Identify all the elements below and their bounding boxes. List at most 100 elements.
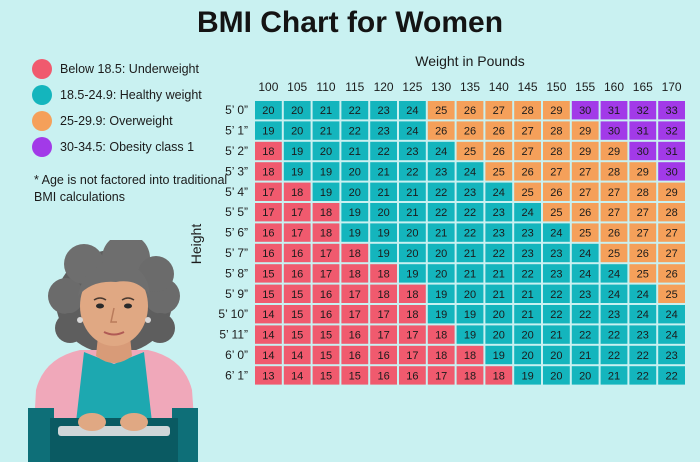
bmi-value-label: 23 bbox=[435, 166, 447, 178]
bmi-cell bbox=[283, 182, 311, 201]
bmi-value-label: 20 bbox=[291, 105, 303, 117]
bmi-cell bbox=[312, 203, 340, 222]
bmi-value-label: 30 bbox=[637, 146, 649, 158]
bmi-value-label: 28 bbox=[665, 207, 677, 219]
bmi-cell bbox=[658, 284, 685, 303]
bmi-value-label: 19 bbox=[493, 350, 505, 362]
bmi-value-label: 25 bbox=[464, 146, 476, 158]
bmi-cell bbox=[629, 243, 657, 263]
bmi-value-label: 15 bbox=[291, 289, 303, 301]
bmi-value-label: 17 bbox=[291, 207, 303, 219]
x-tick-label: 150 bbox=[546, 80, 566, 94]
bmi-value-label: 15 bbox=[320, 370, 332, 382]
bmi-value-label: 16 bbox=[406, 370, 418, 382]
bmi-cell bbox=[629, 101, 657, 120]
bmi-value-label: 23 bbox=[608, 309, 620, 321]
bmi-value-label: 26 bbox=[579, 207, 591, 219]
bmi-cell bbox=[658, 223, 685, 242]
bmi-value-label: 19 bbox=[349, 228, 361, 240]
bmi-value-label: 31 bbox=[608, 105, 620, 117]
bmi-cell bbox=[514, 243, 541, 263]
bmi-value-label: 18 bbox=[349, 248, 361, 260]
bmi-value-label: 25 bbox=[521, 187, 533, 199]
bmi-cell bbox=[370, 162, 397, 181]
bmi-cell bbox=[485, 162, 513, 181]
bmi-cell bbox=[514, 284, 541, 303]
bmi-value-label: 25 bbox=[550, 207, 562, 219]
bmi-cell bbox=[456, 182, 484, 201]
bmi-cell bbox=[456, 162, 484, 181]
bmi-cell bbox=[658, 345, 685, 365]
bmi-cell bbox=[399, 162, 426, 181]
y-tick-label: 5’ 6” bbox=[225, 226, 248, 240]
bmi-value-label: 21 bbox=[435, 228, 447, 240]
bmi-cell bbox=[543, 162, 570, 181]
bmi-cell bbox=[427, 325, 455, 344]
bmi-value-label: 23 bbox=[521, 248, 533, 260]
bmi-cell bbox=[399, 305, 426, 324]
bmi-value-label: 20 bbox=[550, 370, 562, 382]
bmi-value-label: 16 bbox=[291, 248, 303, 260]
bmi-cell bbox=[658, 305, 685, 324]
bmi-value-label: 21 bbox=[521, 289, 533, 301]
bmi-value-label: 28 bbox=[521, 105, 533, 117]
bmi-value-label: 22 bbox=[665, 370, 677, 382]
bmi-value-label: 20 bbox=[521, 330, 533, 342]
bmi-value-label: 25 bbox=[435, 105, 447, 117]
bmi-cell bbox=[543, 264, 570, 283]
bmi-cell bbox=[283, 264, 311, 283]
bmi-value-label: 16 bbox=[291, 268, 303, 280]
bmi-cell bbox=[370, 305, 397, 324]
bmi-value-label: 26 bbox=[665, 268, 677, 280]
bmi-value-label: 18 bbox=[349, 268, 361, 280]
bmi-value-label: 19 bbox=[464, 309, 476, 321]
bmi-cell bbox=[370, 121, 397, 140]
x-tick-label: 145 bbox=[518, 80, 538, 94]
bmi-value-label: 21 bbox=[320, 105, 332, 117]
bmi-cell bbox=[399, 182, 426, 201]
bmi-cell bbox=[543, 182, 570, 201]
bmi-value-label: 23 bbox=[579, 289, 591, 301]
bmi-cell bbox=[283, 101, 311, 120]
x-tick-label: 125 bbox=[402, 80, 422, 94]
bmi-value-label: 22 bbox=[579, 309, 591, 321]
bmi-cell bbox=[341, 243, 369, 263]
bmi-value-label: 14 bbox=[262, 330, 274, 342]
bmi-cell bbox=[571, 345, 599, 365]
bmi-value-label: 18 bbox=[320, 207, 332, 219]
bmi-value-label: 21 bbox=[406, 207, 418, 219]
bmi-value-label: 23 bbox=[464, 187, 476, 199]
bmi-value-label: 21 bbox=[406, 187, 418, 199]
x-tick-label: 160 bbox=[604, 80, 624, 94]
bmi-value-label: 17 bbox=[349, 309, 361, 321]
bmi-cell bbox=[629, 182, 657, 201]
bmi-cell bbox=[312, 284, 340, 303]
bmi-cell bbox=[571, 366, 599, 385]
bmi-value-label: 22 bbox=[637, 370, 649, 382]
bmi-cell bbox=[629, 264, 657, 283]
bmi-cell bbox=[341, 325, 369, 344]
bmi-value-label: 22 bbox=[349, 126, 361, 138]
bmi-value-label: 33 bbox=[665, 105, 677, 117]
bmi-value-label: 24 bbox=[608, 289, 620, 301]
bmi-value-label: 29 bbox=[665, 187, 677, 199]
bmi-cell bbox=[600, 366, 628, 385]
bmi-cell bbox=[658, 366, 685, 385]
bmi-value-label: 16 bbox=[349, 330, 361, 342]
bmi-cell bbox=[571, 182, 599, 201]
bmi-cell bbox=[312, 101, 340, 120]
bmi-value-label: 32 bbox=[637, 105, 649, 117]
bmi-value-label: 17 bbox=[435, 370, 447, 382]
bmi-cell bbox=[341, 182, 369, 201]
bmi-value-label: 23 bbox=[665, 350, 677, 362]
bmi-value-label: 18 bbox=[464, 350, 476, 362]
x-tick-label: 105 bbox=[287, 80, 307, 94]
bmi-cell bbox=[543, 121, 570, 140]
bmi-value-label: 24 bbox=[579, 268, 591, 280]
legend-dot-obesity bbox=[32, 137, 52, 157]
bmi-cell bbox=[600, 121, 628, 140]
bmi-value-label: 20 bbox=[464, 289, 476, 301]
bmi-cell bbox=[514, 203, 541, 222]
x-tick-label: 155 bbox=[575, 80, 595, 94]
bmi-value-label: 21 bbox=[320, 126, 332, 138]
